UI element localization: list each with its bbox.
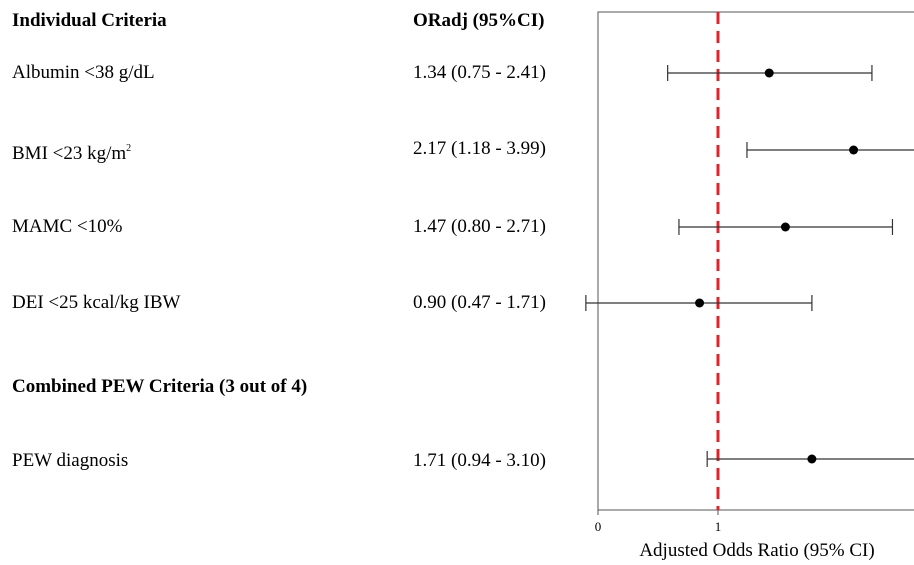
- row-label-albumin: Albumin <38 g/dL: [12, 62, 155, 83]
- or-point-4: [807, 454, 817, 464]
- forest-marks: [585, 12, 914, 515]
- plot-frame: [597, 11, 914, 511]
- combined-header: Combined PEW Criteria (3 out of 4): [12, 376, 308, 397]
- x-axis-label: Adjusted Odds Ratio (95% CI): [639, 540, 874, 561]
- row-label-bmi-text: BMI <23 kg/m: [12, 143, 127, 164]
- row-label-mamc: MAMC <10%: [12, 216, 123, 237]
- row-or-pew: 1.71 (0.94 - 3.10): [413, 450, 546, 471]
- row-or-mamc: 1.47 (0.80 - 2.71): [413, 216, 546, 237]
- row-label-dei: DEI <25 kcal/kg IBW: [12, 292, 181, 313]
- or-header: ORadj (95%CI): [413, 10, 545, 31]
- row-or-bmi: 2.17 (1.18 - 3.99): [413, 138, 546, 159]
- row-or-dei: 0.90 (0.47 - 1.71): [413, 292, 546, 313]
- x-tick-label-1: 1: [715, 519, 722, 534]
- row-label-bmi: BMI <23 kg/m2: [12, 138, 131, 165]
- x-tick-label-0: 0: [595, 519, 602, 534]
- or-point-1: [849, 145, 859, 155]
- or-point-2: [780, 222, 790, 232]
- row-or-albumin: 1.34 (0.75 - 2.41): [413, 62, 546, 83]
- row-label-bmi-sup: 2: [126, 143, 132, 154]
- criteria-header: Individual Criteria: [12, 10, 167, 31]
- row-label-pew: PEW diagnosis: [12, 450, 129, 471]
- or-point-0: [764, 68, 774, 78]
- or-point-3: [695, 298, 705, 308]
